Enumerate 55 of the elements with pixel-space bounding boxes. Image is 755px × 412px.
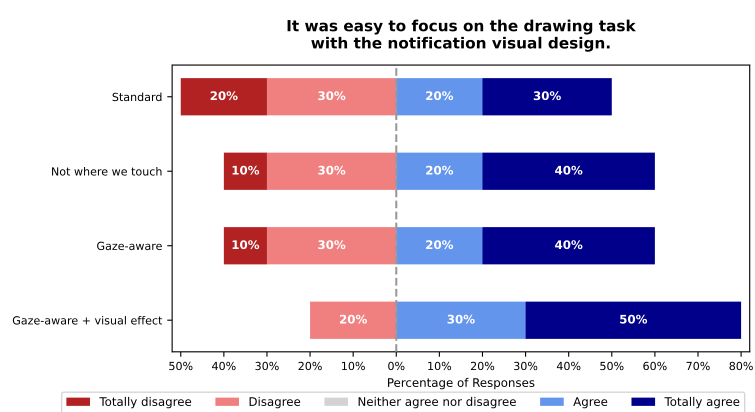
x-tick-label: 0%: [388, 362, 404, 370]
x-tick-label: 40%: [556, 362, 580, 370]
bar: [266, 78, 396, 116]
x-tick-label: 70%: [686, 362, 710, 370]
y-tick-label: Gaze-aware + visual effect: [12, 316, 162, 325]
bar: [266, 227, 396, 264]
data-label: 40%: [555, 166, 582, 175]
bar: [482, 152, 655, 190]
bar: [396, 78, 482, 116]
bar: [396, 302, 526, 339]
x-tick-label: 80%: [730, 362, 753, 370]
bar: [482, 227, 655, 264]
bar: [310, 302, 396, 339]
data-label: 20%: [426, 166, 454, 175]
data-label: 30%: [318, 166, 346, 175]
x-tick-label: 50%: [600, 362, 624, 370]
data-label: 50%: [620, 314, 648, 324]
x-tick-label: 60%: [643, 362, 667, 370]
x-tick-label: 20%: [470, 362, 494, 370]
x-axis-title: Percentage of Responses: [388, 378, 534, 390]
data-label: 30%: [318, 91, 346, 100]
legend-label: Agree: [573, 397, 608, 408]
bar: [526, 302, 742, 339]
data-label: 20%: [426, 240, 454, 250]
y-tick-label: Standard: [112, 92, 162, 102]
x-tick-label: 10%: [342, 362, 365, 370]
y-tick-label: Gaze-aware: [97, 242, 162, 250]
data-label: 30%: [448, 314, 475, 324]
chart-title: It was easy to focus on the drawing task with the notification visual design.: [288, 20, 636, 52]
data-label: 30%: [318, 240, 346, 250]
data-label: 20%: [210, 91, 238, 100]
bar: [482, 78, 612, 116]
bar: [396, 152, 482, 190]
y-tick-label: Not where we touch: [52, 167, 162, 176]
legend-label: Totally agree: [664, 396, 740, 408]
bar: [224, 227, 267, 264]
data-label: 10%: [232, 240, 260, 250]
x-tick-label: 20%: [298, 362, 322, 370]
legend-label: Disagree: [250, 396, 300, 408]
bar: [224, 152, 267, 190]
x-tick-label: 30%: [255, 362, 279, 370]
bar: [396, 227, 482, 264]
data-label: 30%: [534, 91, 561, 100]
x-tick-label: 50%: [169, 362, 192, 370]
bar: [266, 152, 396, 190]
data-label: 20%: [340, 314, 367, 324]
x-tick-label: 30%: [514, 362, 538, 370]
data-label: 10%: [232, 166, 260, 175]
x-tick-label: 40%: [212, 362, 236, 370]
x-tick-label: 10%: [428, 362, 452, 370]
legend-label: Neither agree nor disagree: [358, 396, 516, 408]
legend-label: Totally disagree: [99, 396, 192, 408]
data-label: 20%: [426, 91, 454, 100]
data-label: 40%: [555, 240, 582, 250]
bar: [180, 78, 267, 116]
